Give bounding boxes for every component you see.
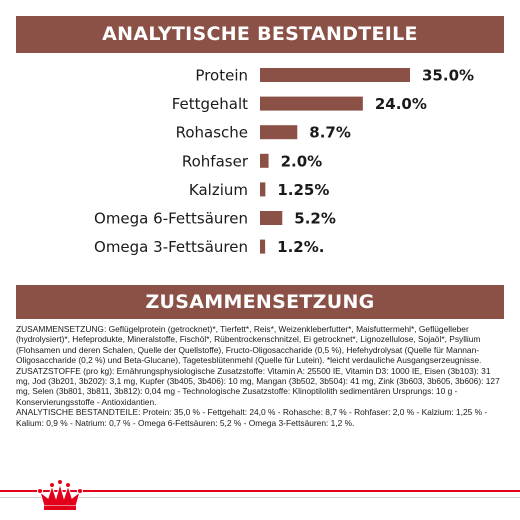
bar <box>260 182 266 197</box>
bar <box>260 96 363 111</box>
bar <box>260 239 266 254</box>
value-label: 1.2%. <box>277 238 324 256</box>
composition-text: ZUSAMMENSETZUNG: Geflügelprotein (getroc… <box>16 324 504 428</box>
bar <box>260 68 410 82</box>
category-label: Rohfaser <box>182 152 249 170</box>
footer <box>0 470 520 520</box>
value-label: 2.0% <box>281 152 323 170</box>
value-label: 1.25% <box>277 181 329 199</box>
analysis-bar-chart: Protein 35.0% Fettgehalt 24.0% Rohasche 8.7% R… <box>94 67 474 257</box>
value-label: 35.0% <box>422 67 474 85</box>
value-label: 24.0% <box>375 95 427 113</box>
value-label: 8.7% <box>309 124 351 142</box>
category-label: Fettgehalt <box>172 95 248 113</box>
value-label: 5.2% <box>294 210 336 228</box>
category-label: Omega 6-Fettsäuren <box>94 210 248 228</box>
category-label: Omega 3-Fettsäuren <box>94 238 248 256</box>
analytische-paragraph: ANALYTISCHE BESTANDTEILE: Protein: 35,0 … <box>16 407 488 428</box>
category-label: Rohasche <box>176 124 248 142</box>
footer-red-line <box>0 490 520 492</box>
bar <box>260 211 283 225</box>
zusammensetzung-paragraph: ZUSAMMENSETZUNG: Geflügelprotein (getroc… <box>16 324 482 366</box>
bar <box>260 153 269 168</box>
crown-icon <box>37 479 83 510</box>
zusatzstoffe-paragraph: ZUSATZSTOFFE (pro kg): Ernährungsphysiol… <box>16 365 500 407</box>
footer-grey-line <box>0 497 520 498</box>
category-label: Kalzium <box>189 181 248 199</box>
analysis-banner: ANALYTISCHE BESTANDTEILE <box>16 16 504 53</box>
bar <box>260 125 298 140</box>
category-label: Protein <box>195 67 248 85</box>
composition-banner: ZUSAMMENSETZUNG <box>16 285 504 319</box>
